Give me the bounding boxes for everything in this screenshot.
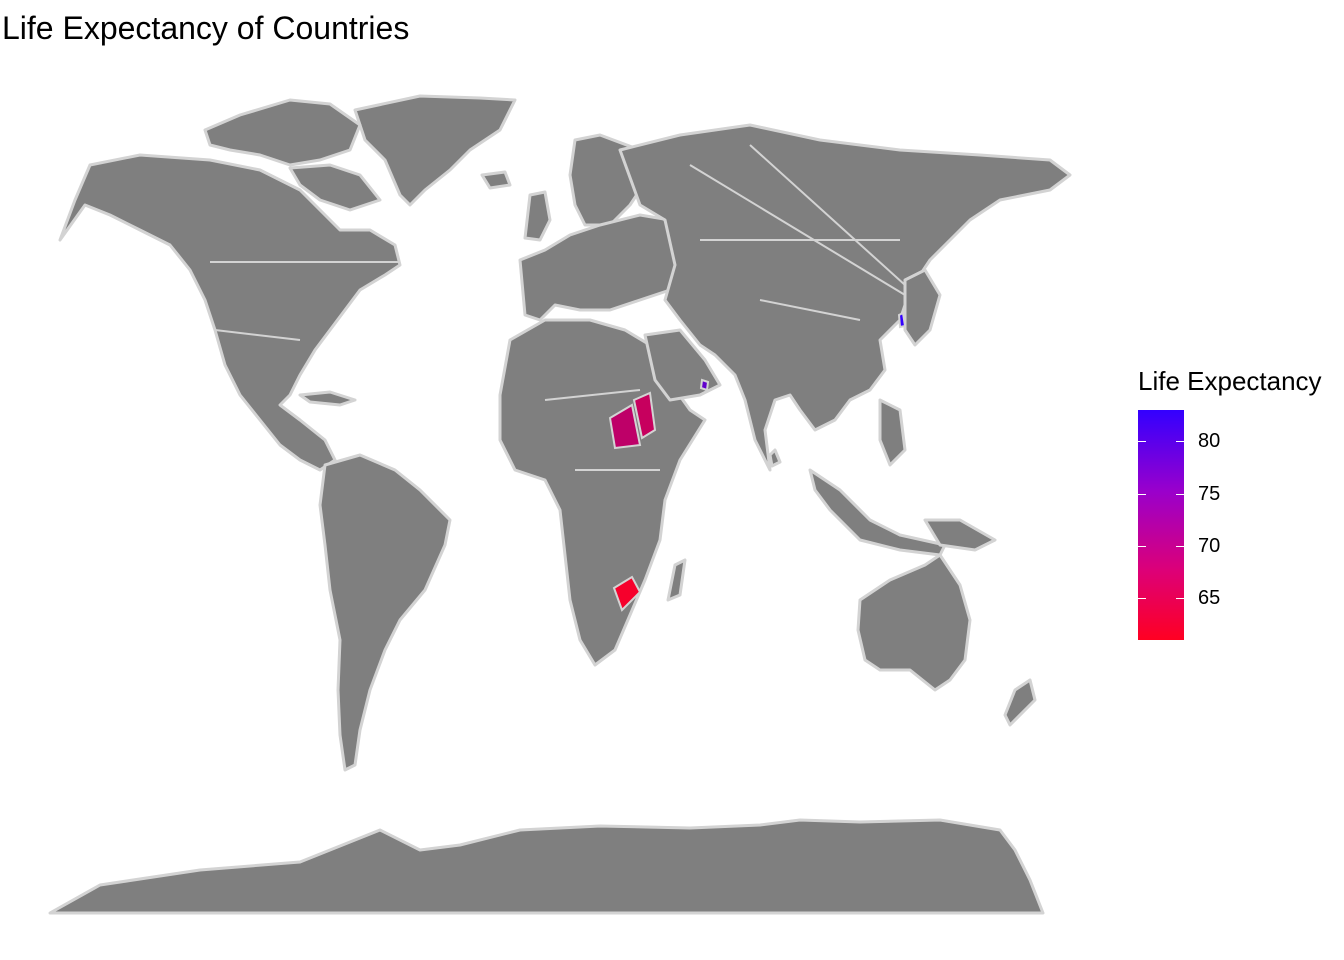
legend-tick-label: 65 xyxy=(1198,587,1221,610)
us-mexico-border xyxy=(214,329,301,341)
new-zealand xyxy=(1003,678,1037,727)
sri-lanka xyxy=(768,448,782,468)
russia-artifact-line-2 xyxy=(749,144,906,286)
africa-border-1 xyxy=(544,389,641,401)
region-eritrea xyxy=(632,391,657,440)
north-america xyxy=(58,153,402,472)
greenland xyxy=(353,94,517,207)
legend-title: Life Expectancy xyxy=(1138,366,1322,396)
baffin-island xyxy=(288,163,382,212)
chart-title: Life Expectancy of Countries xyxy=(2,10,410,46)
russia-artifact-line-1 xyxy=(689,164,906,296)
madagascar xyxy=(666,558,687,602)
region-north-korea xyxy=(897,311,907,329)
cuba xyxy=(298,390,357,407)
indonesia xyxy=(808,468,947,557)
region-oman xyxy=(699,378,710,392)
australia xyxy=(856,553,972,692)
iceland xyxy=(480,170,512,190)
south-america xyxy=(318,453,452,772)
antarctica xyxy=(48,818,1045,915)
great-britain xyxy=(523,190,552,242)
new-guinea xyxy=(923,518,997,552)
canadian-arctic-islands xyxy=(203,98,362,167)
philippines xyxy=(878,398,907,467)
legend-colorbar xyxy=(1138,410,1184,640)
japan xyxy=(903,268,942,347)
legend-tick-label: 80 xyxy=(1198,430,1221,453)
region-south-sudan xyxy=(608,403,642,450)
legend-tick-label: 70 xyxy=(1198,534,1221,557)
asia xyxy=(618,123,1072,472)
asia-border-2 xyxy=(759,299,861,321)
region-zimbabwe xyxy=(612,575,642,612)
legend-tick-label: 75 xyxy=(1198,482,1221,505)
